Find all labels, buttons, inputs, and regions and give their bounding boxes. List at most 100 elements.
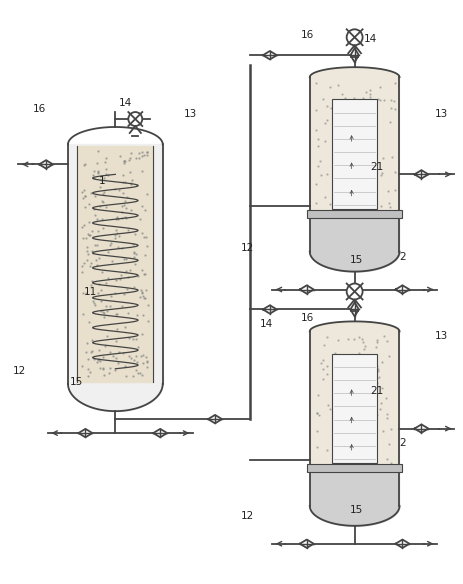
- Point: [86, 367, 94, 377]
- Point: [362, 342, 369, 351]
- Point: [366, 370, 373, 380]
- Point: [109, 257, 116, 266]
- Point: [339, 113, 347, 123]
- Point: [341, 376, 349, 385]
- Point: [313, 409, 320, 418]
- Point: [81, 159, 89, 169]
- Point: [100, 365, 107, 374]
- Point: [114, 358, 122, 367]
- Polygon shape: [300, 540, 314, 548]
- Point: [95, 280, 102, 289]
- Point: [115, 347, 122, 356]
- Point: [97, 182, 104, 192]
- Point: [367, 123, 375, 133]
- Point: [79, 267, 86, 277]
- Point: [127, 353, 135, 363]
- Text: 16: 16: [301, 30, 314, 40]
- Point: [380, 427, 387, 436]
- Point: [359, 364, 366, 373]
- Point: [94, 227, 102, 236]
- Point: [86, 261, 93, 270]
- Text: 12: 12: [241, 511, 254, 521]
- Point: [374, 373, 381, 383]
- Point: [134, 271, 142, 280]
- Point: [79, 233, 87, 242]
- Circle shape: [347, 283, 363, 300]
- Point: [78, 187, 86, 197]
- Point: [355, 148, 362, 158]
- Point: [87, 188, 94, 197]
- Point: [350, 93, 358, 103]
- Point: [95, 345, 103, 354]
- Bar: [332, 99, 377, 208]
- Point: [89, 227, 96, 236]
- Polygon shape: [350, 48, 359, 62]
- Point: [89, 248, 97, 258]
- Point: [334, 433, 342, 443]
- Point: [356, 332, 363, 342]
- Point: [133, 310, 140, 319]
- Point: [90, 166, 98, 176]
- Point: [359, 93, 366, 103]
- Point: [313, 426, 320, 436]
- Point: [372, 343, 379, 352]
- Polygon shape: [78, 429, 93, 437]
- Point: [122, 203, 129, 213]
- Point: [139, 350, 147, 360]
- Point: [338, 139, 346, 148]
- Point: [138, 329, 146, 339]
- Point: [137, 351, 144, 360]
- Point: [329, 188, 337, 197]
- Point: [341, 165, 349, 175]
- Point: [338, 406, 346, 415]
- Point: [89, 297, 97, 306]
- Point: [78, 361, 86, 370]
- Point: [341, 411, 349, 420]
- Point: [143, 151, 150, 160]
- Point: [134, 369, 141, 378]
- Point: [323, 446, 331, 455]
- Point: [126, 154, 133, 163]
- Point: [334, 80, 341, 89]
- Point: [379, 154, 387, 163]
- Point: [131, 230, 139, 239]
- Point: [368, 380, 375, 389]
- Point: [100, 307, 107, 316]
- Point: [80, 186, 88, 195]
- Point: [363, 396, 370, 405]
- Point: [369, 435, 376, 444]
- Point: [121, 156, 128, 165]
- Point: [143, 356, 150, 366]
- Point: [104, 273, 112, 283]
- Point: [139, 291, 147, 301]
- Point: [350, 105, 358, 114]
- Point: [387, 103, 394, 113]
- Point: [111, 185, 119, 194]
- Point: [121, 178, 128, 187]
- Point: [88, 335, 96, 345]
- Point: [90, 298, 98, 308]
- Point: [127, 178, 135, 187]
- Point: [329, 167, 337, 176]
- Point: [313, 408, 320, 418]
- Point: [83, 338, 90, 347]
- Point: [103, 165, 110, 174]
- Point: [332, 402, 339, 412]
- Point: [380, 331, 388, 340]
- Polygon shape: [350, 303, 359, 317]
- Point: [114, 214, 122, 224]
- Point: [359, 96, 366, 105]
- Text: 13: 13: [435, 331, 448, 340]
- Point: [130, 252, 138, 262]
- Point: [332, 134, 339, 144]
- Point: [78, 223, 86, 232]
- Point: [92, 255, 100, 265]
- Point: [331, 365, 338, 374]
- Point: [348, 169, 355, 179]
- Point: [131, 259, 138, 269]
- Point: [138, 166, 146, 176]
- Point: [367, 350, 374, 360]
- Point: [84, 354, 92, 364]
- Point: [119, 170, 126, 179]
- Point: [348, 385, 355, 395]
